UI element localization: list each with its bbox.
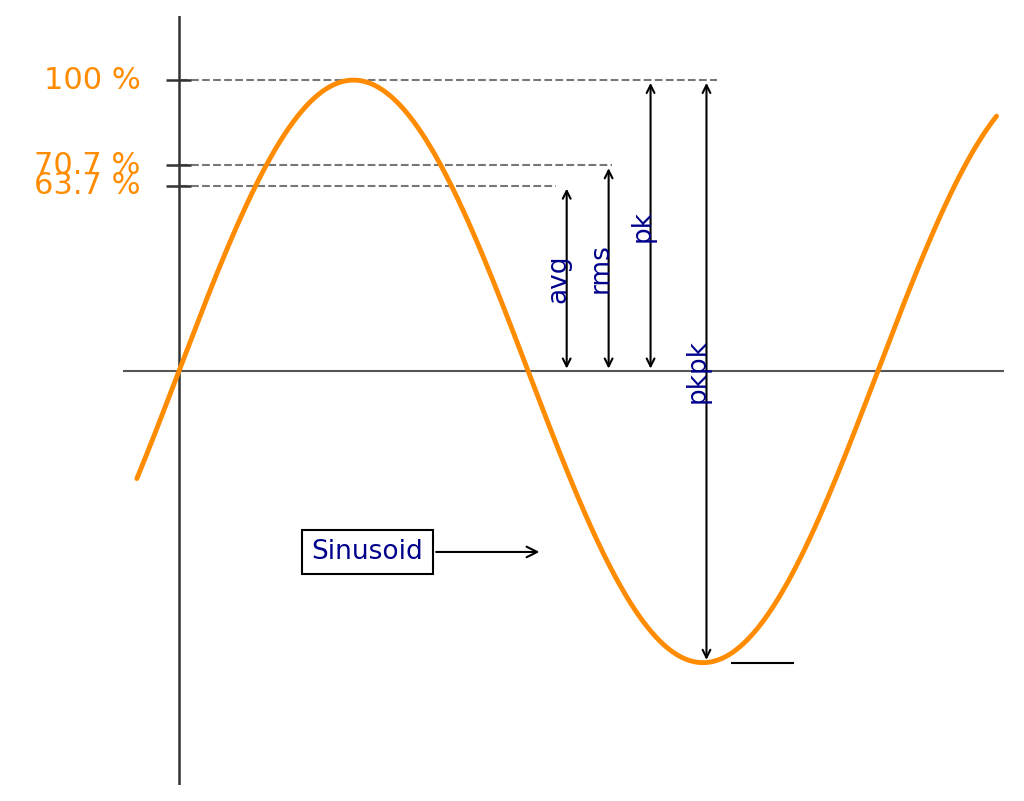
Text: rms: rms xyxy=(587,244,613,293)
Text: 63.7 %: 63.7 % xyxy=(34,171,140,200)
Text: 100 %: 100 % xyxy=(44,66,140,95)
Text: 70.7 %: 70.7 % xyxy=(34,151,140,180)
Text: pkpk: pkpk xyxy=(685,340,711,404)
Text: Sinusoid: Sinusoid xyxy=(311,539,538,565)
Text: pk: pk xyxy=(629,210,655,242)
Text: avg: avg xyxy=(546,255,571,303)
